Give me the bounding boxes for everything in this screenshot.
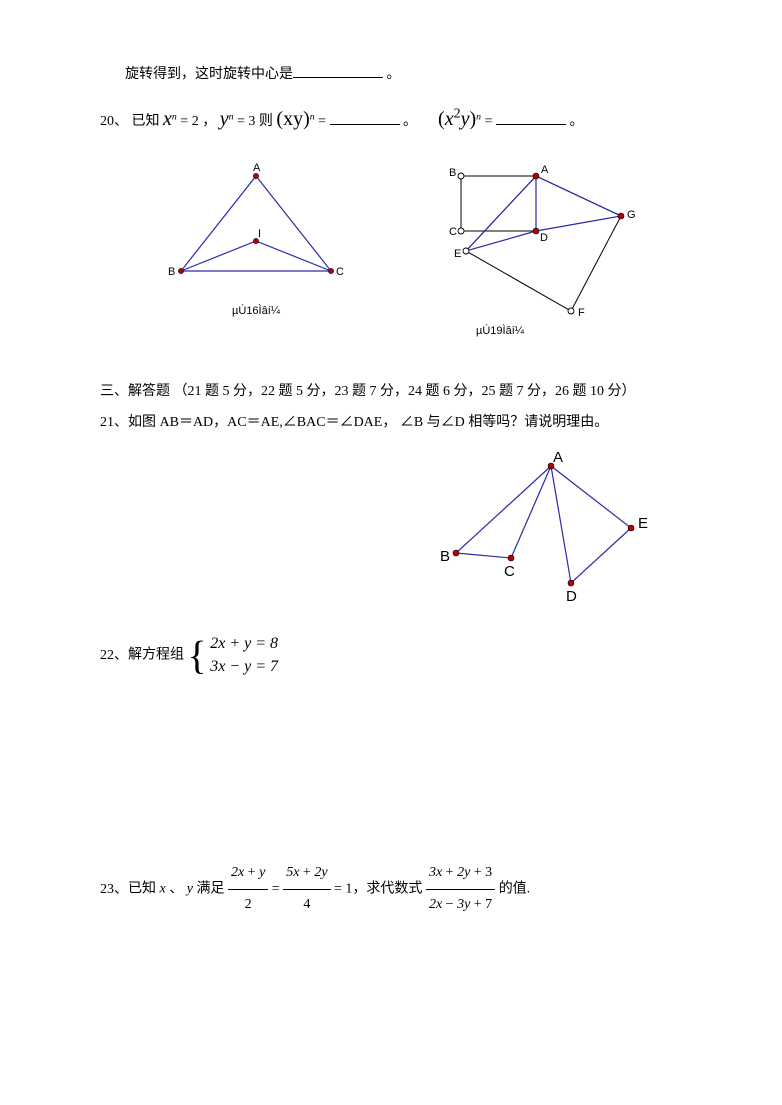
q21-text: 如图 AB＝AD，AC＝AE,∠BAC＝∠DAE， ∠B 与∠D 相等吗？请说明…: [128, 415, 608, 430]
q21-C: C: [504, 563, 515, 580]
fig19-E: E: [454, 248, 461, 260]
q20-eq2: =: [485, 114, 496, 129]
q20-xyn: n: [310, 111, 315, 122]
fig19: B A C D E F G µÚ19Ìâí¼: [416, 161, 646, 337]
rotation-blank: [293, 63, 383, 78]
q21: 21、如图 AB＝AD，AC＝AE,∠BAC＝∠DAE， ∠B 与∠D 相等吗？…: [100, 408, 702, 439]
q20-num: 20、: [100, 107, 128, 138]
q20-xn: n: [172, 111, 177, 122]
q23-mid2: ，求代数式: [352, 882, 426, 897]
q20-then: 则: [259, 114, 273, 129]
q20-yn: n: [229, 111, 234, 122]
q21-num: 21、: [100, 408, 128, 439]
q22-system: 2x + y = 8 3x − y = 7: [210, 633, 278, 678]
q20-x: x: [163, 108, 172, 130]
q-rotation-tail: 旋转得到，这时旋转中心是 。: [100, 60, 702, 91]
q21-D: D: [566, 588, 577, 605]
q20-x2y: (x2y): [438, 108, 476, 130]
fig19-A: A: [541, 164, 549, 176]
figure-row: A B C I µÚ16Ìâí¼: [100, 161, 702, 337]
q20-blank1: [330, 110, 400, 125]
q20-yval: = 3: [237, 114, 255, 129]
q20-xval: = 2: [180, 114, 198, 129]
q23-frac1: 2x + y 2: [228, 858, 268, 921]
q22-brace: {: [188, 633, 207, 678]
q20-y: y: [220, 108, 229, 130]
fig16-caption: µÚ16Ìâí¼: [232, 305, 280, 317]
fig16: A B C I µÚ16Ìâí¼: [156, 161, 356, 337]
q23-eq2: = 1: [334, 882, 352, 897]
fig16-C: C: [336, 266, 344, 278]
fig19-D: D: [540, 232, 548, 244]
q21-A: A: [553, 449, 563, 466]
q20-p2: 。: [569, 114, 583, 129]
q20-sep1: ，: [202, 114, 216, 129]
q21-E: E: [638, 515, 648, 532]
q23-frac2: 5x + 2y 4: [283, 858, 330, 921]
fig19-C: C: [449, 226, 457, 238]
q23-num: 23、: [100, 875, 128, 906]
q23-prefix: 已知: [128, 882, 156, 897]
q20-x2yn: n: [476, 111, 481, 122]
q21-B: B: [440, 548, 450, 565]
q23-sep1: 、: [166, 882, 187, 897]
fig16-I: I: [258, 228, 261, 240]
fig19-G: G: [627, 209, 636, 221]
q20-blank2: [496, 110, 566, 125]
q21-svg: A B C D E: [436, 448, 656, 608]
fig19-svg: B A C D E F G: [416, 161, 646, 321]
fig19-caption: µÚ19Ìâí¼: [416, 325, 524, 337]
fig16-A: A: [253, 162, 261, 174]
q20-eq1: =: [318, 114, 329, 129]
q22: 22、解方程组 { 2x + y = 8 3x − y = 7: [100, 633, 702, 678]
fig19-F: F: [578, 307, 585, 319]
q23-y: y: [187, 882, 193, 897]
fig16-B: B: [168, 266, 175, 278]
fig19-B: B: [449, 167, 456, 179]
q22-num: 22、: [100, 641, 128, 672]
q23: 23、已知 x 、 y 满足 2x + y 2 = 5x + 2y 4 = 1，…: [100, 858, 702, 921]
q20-p1: 。: [403, 114, 417, 129]
section3-title: 三、解答题 （21 题 5 分，22 题 5 分，23 题 7 分，24 题 6…: [100, 377, 702, 408]
q23-frac3: 3x + 2y + 3 2x − 3y + 7: [426, 858, 495, 921]
q20-xy: (xy): [276, 108, 309, 130]
q23-mid: 满足: [196, 882, 228, 897]
q21-figure: A B C D E: [100, 448, 702, 613]
rotation-suffix: 。: [383, 67, 401, 82]
fig16-svg: A B C I: [156, 161, 356, 301]
q20: 20、 已知 xn = 2 ， yn = 3 则 (xy)n = 。 (x2y)…: [100, 97, 702, 141]
q23-suffix: 的值.: [499, 882, 531, 897]
q20-prefix: 已知: [132, 114, 160, 129]
q23-eq1: =: [272, 882, 283, 897]
rotation-prefix: 旋转得到，这时旋转中心是: [125, 67, 293, 82]
q22-text: 解方程组: [128, 648, 184, 663]
